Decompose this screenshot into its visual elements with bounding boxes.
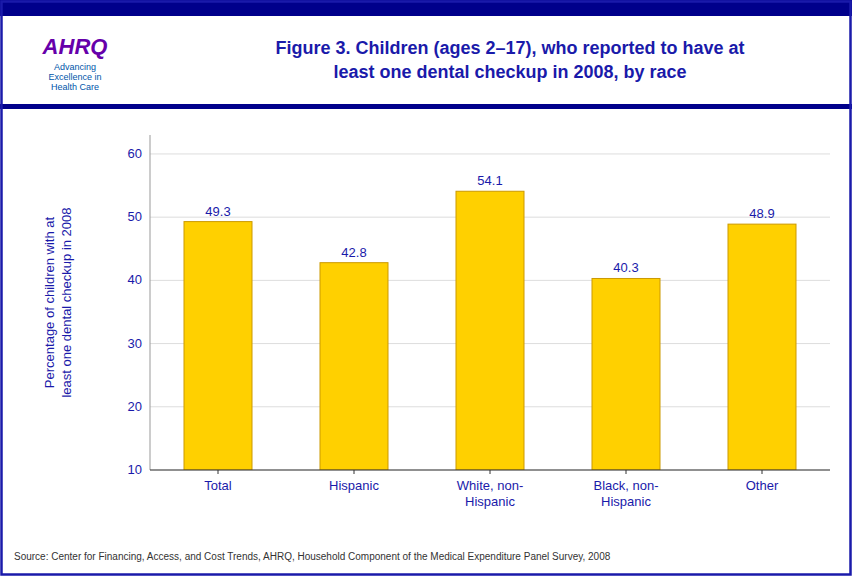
y-tick-label: 40 (128, 272, 142, 287)
bar (592, 278, 660, 470)
x-tick-label: White, non-Hispanic (457, 478, 523, 509)
y-tick-label: 50 (128, 209, 142, 224)
x-tick (218, 470, 219, 474)
data-label: 49.3 (205, 204, 230, 219)
y-tick-label: 60 (128, 146, 142, 161)
header-separator (0, 104, 852, 109)
grid-line (150, 153, 830, 154)
x-tick-label: Other (746, 478, 779, 493)
data-label: 42.8 (341, 245, 366, 260)
x-tick (490, 470, 491, 474)
bar (184, 222, 252, 470)
x-tick (626, 470, 627, 474)
x-tick (354, 470, 355, 474)
data-label: 40.3 (613, 260, 638, 275)
chart: AHRQ AdvancingExcellence inHealth Care Fig… (0, 0, 852, 576)
bar (456, 191, 524, 470)
bar (728, 224, 796, 470)
data-label: 48.9 (749, 206, 774, 221)
x-tick-label: Total (204, 478, 232, 493)
background (0, 0, 852, 576)
y-axis-line (150, 135, 151, 470)
x-tick-label: Hispanic (329, 478, 379, 493)
y-tick-label: 30 (128, 336, 142, 351)
source-note: Source: Center for Financing, Access, an… (14, 551, 611, 562)
y-tick-label: 10 (128, 462, 142, 477)
y-axis-label: Percentage of children with atleast one … (42, 207, 74, 397)
title: Figure 3. Children (ages 2–17), who repo… (275, 38, 744, 82)
border (2, 2, 851, 575)
data-label: 54.1 (477, 173, 502, 188)
bar (320, 263, 388, 470)
logo-subtext: AdvancingExcellence inHealth Care (48, 62, 101, 92)
logo-text: AHRQ (42, 34, 108, 59)
grid (150, 154, 830, 470)
x-tick-label: Black, non-Hispanic (593, 478, 658, 509)
x-tick (762, 470, 763, 474)
bars (184, 191, 796, 470)
y-tick-label: 20 (128, 399, 142, 414)
